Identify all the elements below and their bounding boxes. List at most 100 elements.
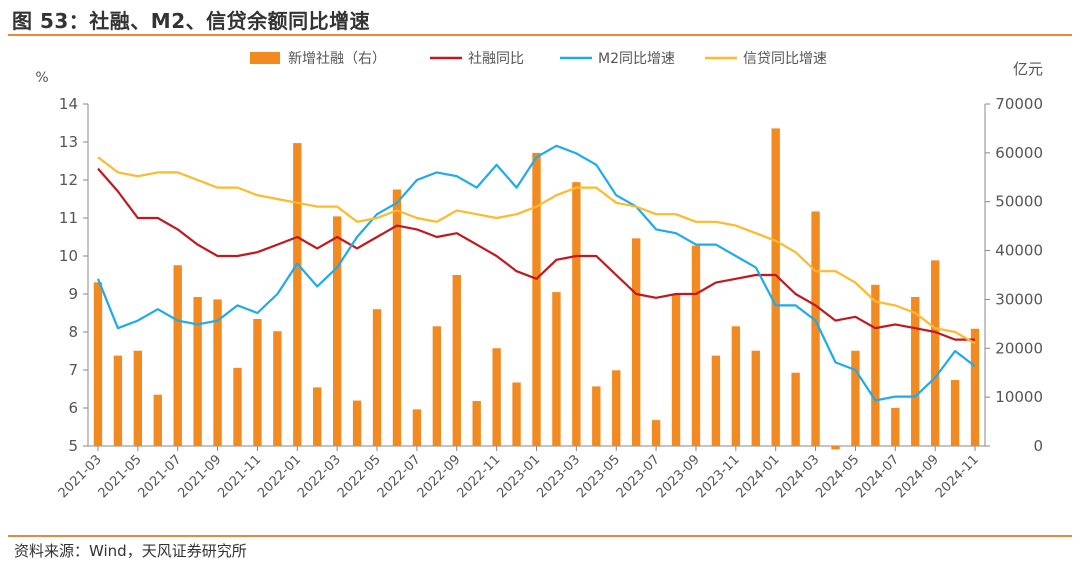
bar bbox=[113, 355, 123, 446]
right-tick-label: 40000 bbox=[995, 242, 1043, 260]
bar bbox=[352, 400, 362, 446]
chart-area: 新增社融（右） 社融同比 M2同比增速 信贷同比增速 % 亿元 5 6 7 8 9 10 11 12 13… bbox=[35, 51, 1043, 501]
bar bbox=[233, 367, 242, 446]
legend-label: M2同比增速 bbox=[598, 51, 675, 67]
bar bbox=[811, 211, 820, 446]
x-tick-label: 2021-09 bbox=[175, 452, 224, 501]
left-tick-label: 14 bbox=[59, 95, 78, 113]
bar bbox=[572, 182, 581, 446]
right-tick-label: 20000 bbox=[995, 339, 1043, 357]
right-tick-label: 70000 bbox=[995, 95, 1043, 113]
x-tick-label: 2023-07 bbox=[614, 452, 663, 501]
left-tick-label: 9 bbox=[68, 285, 78, 303]
left-tick-label: 12 bbox=[59, 171, 78, 189]
x-tick-label: 2022-01 bbox=[255, 452, 304, 501]
x-tick-label: 2023-05 bbox=[574, 452, 623, 501]
bar bbox=[93, 282, 103, 446]
left-tick-label: 10 bbox=[59, 247, 78, 265]
x-tick-label: 2021-05 bbox=[96, 452, 145, 501]
left-tick-label: 5 bbox=[68, 437, 78, 455]
bar bbox=[631, 238, 641, 446]
left-tick-label: 8 bbox=[68, 323, 78, 341]
x-tick-label: 2022-05 bbox=[335, 452, 384, 501]
source-note: 资料来源：Wind，天风证券研究所 bbox=[14, 542, 247, 560]
series-line-3 bbox=[97, 156, 976, 345]
x-tick-label: 2024-11 bbox=[933, 452, 982, 501]
left-axis-unit: % bbox=[35, 70, 48, 86]
chart-title: 图 53：社融、M2、信贷余额同比增速 bbox=[12, 9, 371, 33]
bar bbox=[791, 372, 800, 446]
bar bbox=[651, 420, 661, 446]
x-tick-label: 2023-11 bbox=[694, 452, 743, 501]
legend: 新增社融（右） 社融同比 M2同比增速 信贷同比增速 bbox=[250, 51, 827, 67]
bar bbox=[891, 407, 900, 446]
bar bbox=[133, 350, 143, 446]
bar bbox=[432, 326, 442, 446]
bar bbox=[871, 284, 880, 446]
bar bbox=[452, 275, 461, 446]
bar bbox=[412, 409, 422, 446]
x-tick-label: 2024-09 bbox=[893, 452, 942, 501]
x-tick-label: 2021-07 bbox=[136, 452, 185, 501]
bar bbox=[612, 370, 621, 446]
title-rule bbox=[8, 34, 1072, 36]
source-rule bbox=[8, 535, 1072, 537]
bar bbox=[851, 350, 860, 446]
bar bbox=[472, 401, 481, 446]
bar-series bbox=[93, 128, 980, 450]
x-tick-label: 2024-03 bbox=[773, 452, 822, 501]
bar bbox=[512, 382, 521, 446]
bar bbox=[213, 299, 222, 446]
x-tick-label: 2022-03 bbox=[295, 452, 344, 501]
x-tick-label: 2023-09 bbox=[654, 452, 703, 501]
bar bbox=[273, 331, 282, 446]
x-tick-label: 2022-11 bbox=[454, 452, 503, 501]
bar bbox=[592, 386, 601, 446]
bar bbox=[731, 326, 741, 446]
bar bbox=[253, 318, 262, 446]
right-tick-label: 50000 bbox=[995, 193, 1043, 211]
x-tick-label: 2023-03 bbox=[534, 452, 583, 501]
right-tick-label: 0 bbox=[1033, 437, 1043, 455]
bar bbox=[173, 265, 182, 446]
x-tick-label: 2022-09 bbox=[415, 452, 464, 501]
left-tick-label: 11 bbox=[59, 209, 78, 227]
bar bbox=[691, 245, 701, 446]
x-tick-label: 2024-07 bbox=[853, 452, 902, 501]
right-axis-unit: 亿元 bbox=[1013, 60, 1043, 78]
bar bbox=[392, 189, 402, 446]
right-tick-label: 30000 bbox=[995, 290, 1043, 308]
x-tick-label: 2023-01 bbox=[494, 452, 543, 501]
left-tick-label: 13 bbox=[59, 133, 78, 151]
x-tick-label: 2021-11 bbox=[215, 452, 264, 501]
bar bbox=[911, 296, 920, 446]
line-series bbox=[96, 144, 976, 402]
series-line-1 bbox=[97, 167, 975, 341]
legend-label: 新增社融（右） bbox=[288, 51, 386, 67]
right-tick-label: 60000 bbox=[995, 144, 1043, 162]
legend-label: 信贷同比增速 bbox=[743, 51, 827, 67]
series-line-2 bbox=[96, 144, 976, 402]
bar bbox=[332, 216, 342, 446]
bar bbox=[711, 355, 721, 446]
x-tick-label: 2021-03 bbox=[56, 452, 105, 501]
left-tick-label: 6 bbox=[68, 399, 78, 417]
right-tick-label: 10000 bbox=[995, 388, 1043, 406]
bar bbox=[671, 294, 681, 446]
bar bbox=[313, 387, 322, 446]
bar bbox=[193, 296, 202, 446]
bar bbox=[532, 152, 541, 446]
bar bbox=[950, 380, 960, 446]
x-tick-label: 2024-01 bbox=[734, 452, 783, 501]
bar bbox=[970, 328, 980, 446]
legend-swatch-bar bbox=[250, 52, 280, 64]
bar bbox=[293, 143, 302, 446]
bar bbox=[771, 128, 780, 446]
bar bbox=[153, 394, 162, 446]
x-tick-label: 2024-05 bbox=[813, 452, 862, 501]
bar bbox=[372, 309, 382, 446]
legend-label: 社融同比 bbox=[468, 51, 524, 67]
x-tick-label: 2022-07 bbox=[375, 452, 424, 501]
bar bbox=[751, 350, 760, 446]
bar bbox=[492, 348, 501, 446]
